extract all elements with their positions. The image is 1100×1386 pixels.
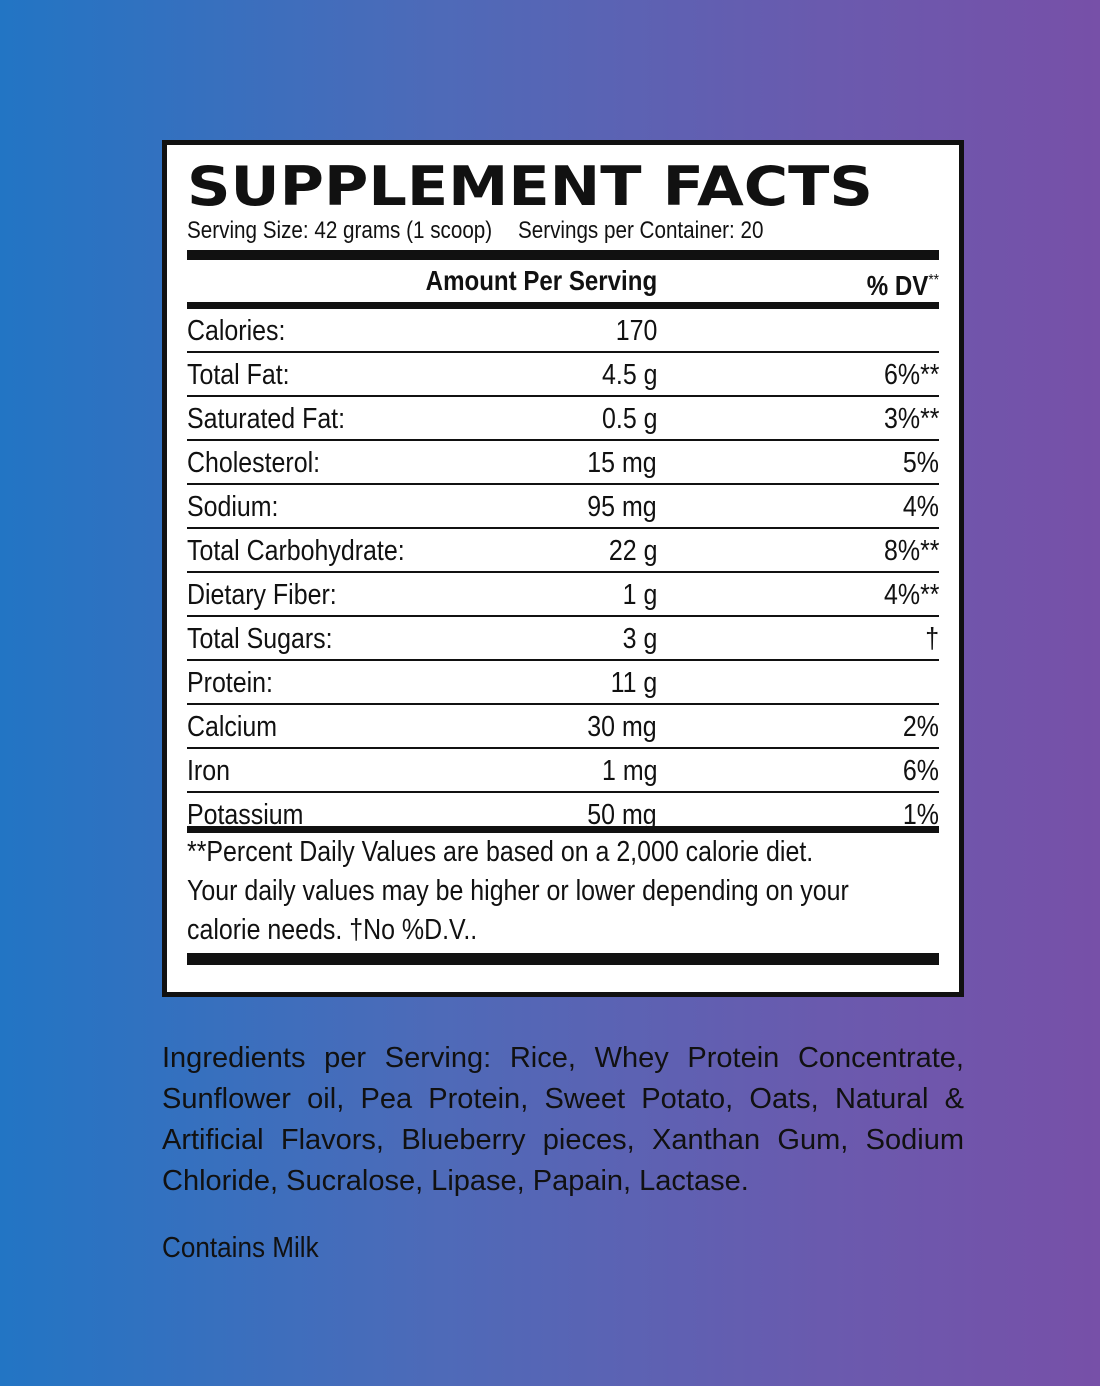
nutrient-dv: 6%** [883,359,939,391]
nutrient-amount: 3 g [622,623,657,655]
nutrient-name: Sodium: [187,491,279,523]
nutrient-dv: 8%** [883,535,939,567]
thick-divider-header [187,302,939,309]
nutrient-row: Calcium 30 mg 2% [187,705,939,749]
nutrient-row: Protein: 11 g [187,661,939,705]
header-dv-mark: ** [928,272,939,289]
nutrient-row: Total Fat: 4.5 g 6%** [187,353,939,397]
servings-per-container: Servings per Container: 20 [517,217,764,244]
nutrient-name: Calcium [187,711,278,743]
nutrient-row: Calories: 170 [187,309,939,353]
thick-divider-bottom [187,826,939,833]
nutrient-row: Sodium: 95 mg 4% [187,485,939,529]
panel-title: SUPPLEMENT FACTS [187,155,873,218]
ingredients-paragraph: Ingredients per Serving: Rice, Whey Prot… [162,1042,964,1197]
nutrient-dv: 6% [902,755,939,787]
nutrient-name: Total Fat: [187,359,290,391]
nutrient-amount: 1 g [622,579,657,611]
nutrient-amount: 1 mg [601,755,657,787]
header-percent-dv: % DV** [867,263,939,304]
nutrient-dv: 2% [902,711,939,743]
serving-info: Serving Size: 42 grams (1 scoop) Servings… [187,216,834,246]
nutrient-amount: 50 mg [587,799,657,831]
nutrient-name: Potassium [187,799,304,831]
nutrient-amount: 0.5 g [601,403,657,435]
thick-divider-top [187,250,939,260]
nutrient-dv: 1% [902,799,939,831]
nutrient-row: Dietary Fiber: 1 g 4%** [187,573,939,617]
nutrient-name: Saturated Fat: [187,403,346,435]
footnote-line-2: Your daily values may be higher or lower… [187,875,849,907]
nutrient-row: Iron 1 mg 6% [187,749,939,793]
nutrient-amount: 22 g [608,535,657,567]
nutrient-dv: 4% [902,491,939,523]
nutrient-name: Protein: [187,667,273,699]
nutrient-row: Cholesterol: 15 mg 5% [187,441,939,485]
nutrient-name: Dietary Fiber: [187,579,337,611]
nutrient-amount: 11 g [610,667,657,699]
nutrient-name: Total Carbohydrate: [187,535,405,567]
nutrient-name: Total Sugars: [187,623,333,655]
nutrient-dv: 4%** [883,579,939,611]
nutrient-name: Calories: [187,315,286,347]
ingredients-text: Ingredients per Serving: Rice, Whey Prot… [162,1038,964,1202]
nutrient-amount: 95 mg [587,491,657,523]
nutrient-dv: 3%** [883,403,939,435]
nutrient-row: Saturated Fat: 0.5 g 3%** [187,397,939,441]
header-amount-per-serving: Amount Per Serving [425,265,657,296]
nutrient-amount: 30 mg [587,711,657,743]
footnote: **Percent Daily Values are based on a 2,… [187,833,944,950]
nutrient-name: Cholesterol: [187,447,321,479]
nutrient-row: Total Carbohydrate: 22 g 8%** [187,529,939,573]
thick-divider-footer [187,953,939,965]
nutrient-row: Potassium 50 mg 1% [187,793,939,835]
nutrient-row: Total Sugars: 3 g † [187,617,939,661]
nutrient-amount: 4.5 g [601,359,657,391]
column-header-row: Amount Per Serving % DV** [187,263,939,301]
nutrient-amount: 15 mg [587,447,657,479]
supplement-facts-panel: SUPPLEMENT FACTS Serving Size: 42 grams … [162,140,964,997]
serving-size: Serving Size: 42 grams (1 scoop) [187,217,493,244]
nutrient-amount: 170 [615,315,657,347]
nutrient-name: Iron [187,755,230,787]
footnote-line-1: **Percent Daily Values are based on a 2,… [187,836,814,868]
nutrient-dv: † [925,623,939,655]
footnote-line-3: calorie needs. †No %D.V.. [187,914,478,946]
nutrient-table: Calories: 170 Total Fat: 4.5 g 6%** Saturated… [187,309,939,835]
nutrient-dv: 5% [902,447,939,479]
allergen-statement: Contains Milk [162,1232,319,1264]
header-dv-text: % DV [866,270,929,301]
